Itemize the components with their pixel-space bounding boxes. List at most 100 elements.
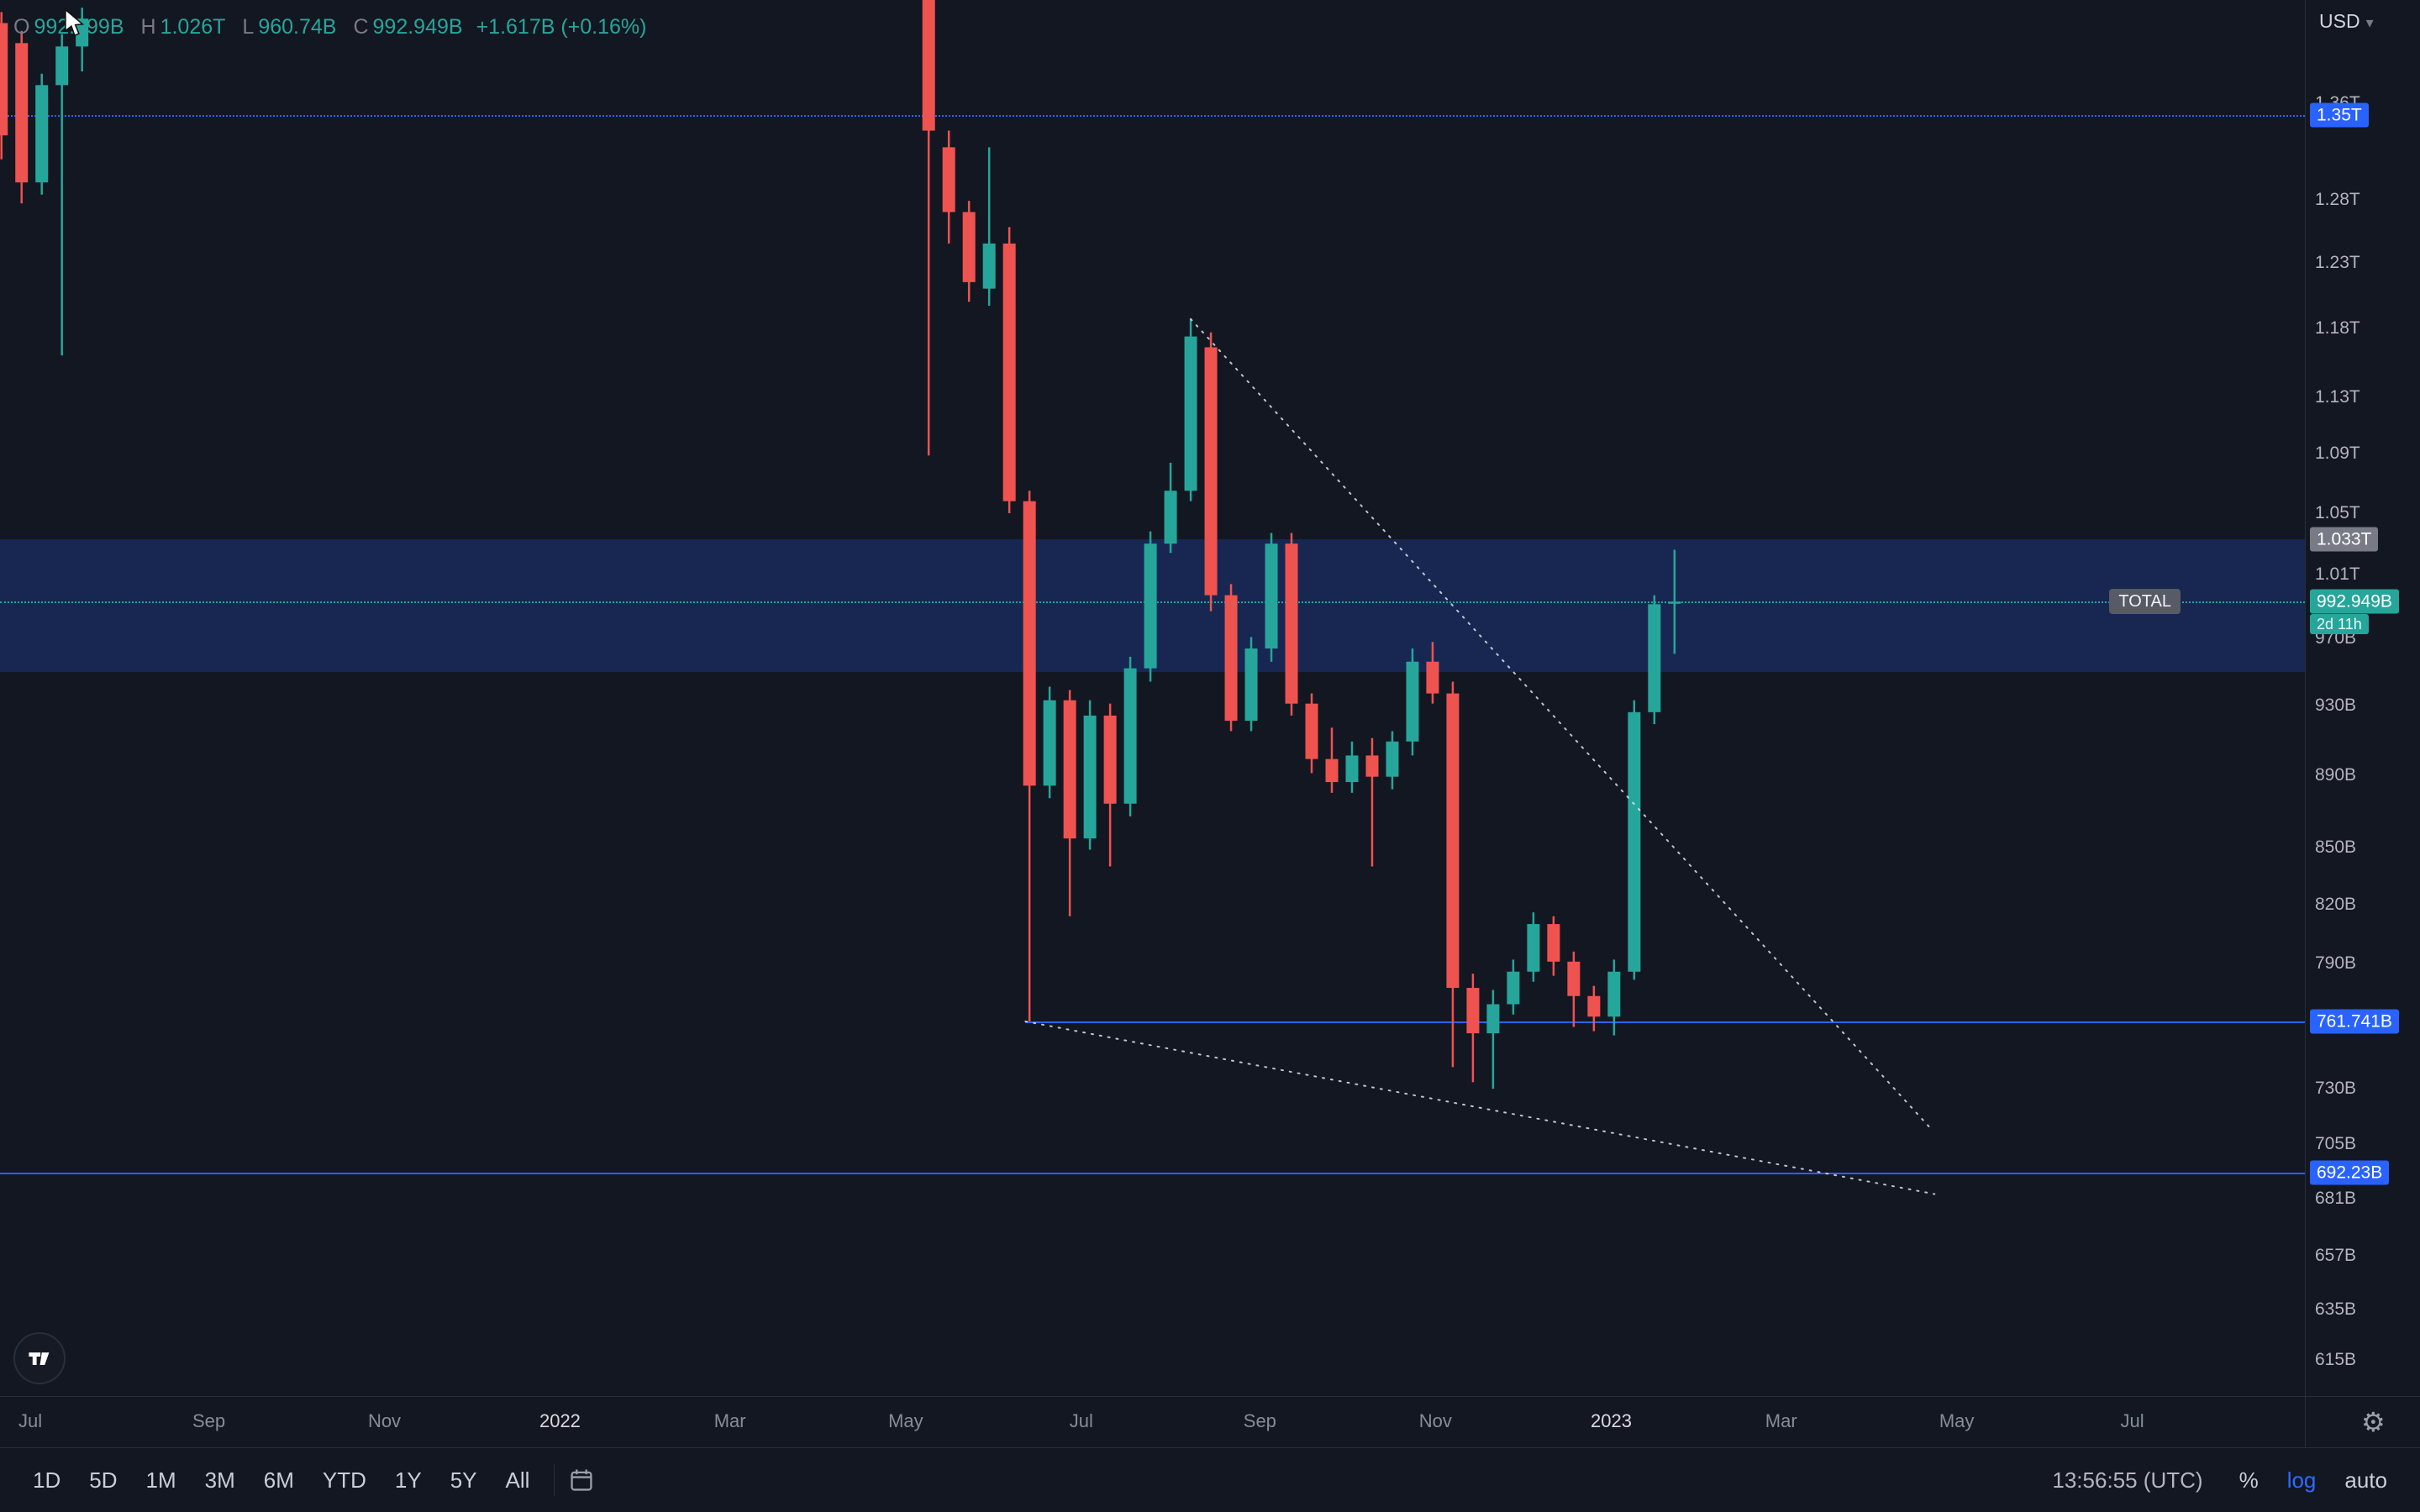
time-axis[interactable]: Jul Sep Nov 2022 Mar May Jul Sep Nov 2023 Mar May Ju… — [0, 1397, 2305, 1447]
candle — [1043, 686, 1056, 799]
range-button-1d[interactable]: 1D — [33, 1467, 61, 1493]
chevron-down-icon: ▾ — [2365, 14, 2374, 31]
candle — [15, 30, 29, 204]
price-tick-1.23T: 1.23T — [2315, 252, 2360, 272]
range-button-6m[interactable]: 6M — [263, 1467, 294, 1493]
candle — [1103, 703, 1117, 867]
candle — [1123, 656, 1137, 816]
range-selector: 1D 5D 1M 3M 6M YTD 1Y 5Y All — [18, 1462, 544, 1499]
candle — [1507, 959, 1520, 1015]
range-button-5d[interactable]: 5D — [89, 1467, 118, 1493]
candle — [1345, 741, 1359, 793]
time-tick-May: May — [888, 1410, 923, 1431]
price-tick-1.18T: 1.18T — [2315, 318, 2360, 338]
low-value: 960.74B — [258, 15, 337, 39]
price-tick-1.09T: 1.09T — [2315, 444, 2360, 464]
time-tick-Mar: Mar — [713, 1410, 746, 1431]
candle — [982, 147, 996, 307]
auto-scale-button[interactable]: auto — [2344, 1467, 2387, 1493]
candle — [1446, 681, 1460, 1068]
descending-trendline[interactable] — [1190, 318, 1933, 1131]
price-badge-1.35T: 1.35T — [2310, 102, 2369, 128]
time-tick-May: May — [1939, 1410, 1975, 1431]
candle — [1607, 959, 1621, 1036]
price-level-1.35T[interactable] — [0, 115, 2305, 118]
percent-scale-button[interactable]: % — [2238, 1467, 2259, 1493]
time-tick-Jul: Jul — [2120, 1410, 2144, 1431]
price-tick-820B: 820B — [2315, 894, 2357, 914]
candle — [1466, 974, 1480, 1083]
settings-gear-icon[interactable]: ⚙ — [2361, 1407, 2386, 1437]
price-level-761.741B[interactable] — [1025, 1021, 2305, 1023]
candle — [1406, 648, 1419, 756]
tradingview-logo-glyph — [29, 1352, 50, 1365]
price-tick-850B: 850B — [2315, 837, 2357, 858]
range-button-5y[interactable]: 5Y — [450, 1467, 477, 1493]
price-tick-930B: 930B — [2315, 695, 2357, 715]
chart-plot-area[interactable]: O 992.299B H 1.026T L 960.74B C 992.949B +1.617B… — [0, 0, 2305, 1396]
candle — [1527, 912, 1540, 982]
time-tick-Jul: Jul — [1069, 1410, 1093, 1431]
time-tick-2022: 2022 — [539, 1410, 581, 1431]
bottom-toolbar: 1D 5D 1M 3M 6M YTD 1Y 5Y All 13:56:55 (UTC) % lo… — [0, 1447, 2420, 1512]
price-level-692.23B[interactable] — [0, 1173, 2305, 1175]
candle — [1265, 533, 1278, 662]
candle — [1567, 951, 1581, 1027]
candle — [1164, 462, 1177, 554]
candle — [1002, 227, 1016, 513]
price-tick-705B: 705B — [2315, 1133, 2357, 1153]
bar-countdown: 2d 11h — [2310, 614, 2369, 635]
candle — [962, 201, 976, 302]
candle — [922, 0, 935, 456]
price-tick-615B: 615B — [2315, 1350, 2357, 1370]
candle — [1648, 595, 1661, 725]
tradingview-logo[interactable] — [13, 1332, 66, 1384]
time-tick-Sep: Sep — [1243, 1410, 1276, 1431]
candle — [942, 130, 955, 244]
time-tick-Nov: Nov — [1418, 1410, 1452, 1431]
range-button-1m[interactable]: 1M — [145, 1467, 176, 1493]
close-value: 992.949B — [372, 15, 463, 39]
currency-label: USD — [2319, 10, 2360, 32]
candle — [1204, 332, 1218, 612]
candle — [0, 12, 8, 160]
candle — [1386, 731, 1399, 790]
candle — [1587, 985, 1601, 1032]
time-tick-Nov: Nov — [367, 1410, 402, 1431]
candle — [1144, 531, 1157, 682]
open-value: 992.299B — [34, 15, 124, 39]
go-to-date-icon[interactable] — [565, 1463, 598, 1497]
ohlc-legend: O 992.299B H 1.026T L 960.74B C 992.949B +1.617B… — [13, 15, 646, 39]
descending-trendline[interactable] — [1024, 1020, 1936, 1195]
range-button-3m[interactable]: 3M — [204, 1467, 235, 1493]
candle — [1184, 318, 1197, 501]
candle — [1325, 727, 1339, 793]
price-tick-730B: 730B — [2315, 1079, 2357, 1099]
candle — [1285, 533, 1298, 716]
price-tick-681B: 681B — [2315, 1189, 2357, 1209]
candle — [1628, 700, 1641, 980]
candles-layer — [0, 0, 1936, 1195]
price-tick-1.13T: 1.13T — [2315, 386, 2360, 407]
candle — [1023, 491, 1036, 1021]
price-axis[interactable]: USD▾ ⚙ 1.36T1.28T1.23T1.18T1.13T1.09T1.0… — [2305, 0, 2420, 1447]
toolbar-divider — [554, 1464, 555, 1496]
high-label: H — [140, 15, 156, 39]
range-button-all[interactable]: All — [505, 1467, 530, 1493]
candle — [1305, 693, 1318, 774]
log-scale-button[interactable]: log — [2286, 1467, 2317, 1493]
price-tick-1.05T: 1.05T — [2315, 502, 2360, 522]
clock[interactable]: 13:56:55 (UTC) — [2052, 1467, 2203, 1493]
time-tick-Mar: Mar — [1765, 1410, 1797, 1431]
price-tick-657B: 657B — [2315, 1245, 2357, 1265]
low-label: L — [242, 15, 255, 39]
price-badge-692.23B: 692.23B — [2310, 1160, 2390, 1185]
currency-selector[interactable]: USD ▾ — [2319, 10, 2374, 33]
candle — [1547, 916, 1560, 976]
candle — [1244, 637, 1258, 732]
price-tick-635B: 635B — [2315, 1299, 2357, 1319]
range-button-ytd[interactable]: YTD — [322, 1467, 366, 1493]
series-price-label[interactable]: TOTAL — [2109, 589, 2181, 615]
range-button-1y[interactable]: 1Y — [394, 1467, 422, 1493]
